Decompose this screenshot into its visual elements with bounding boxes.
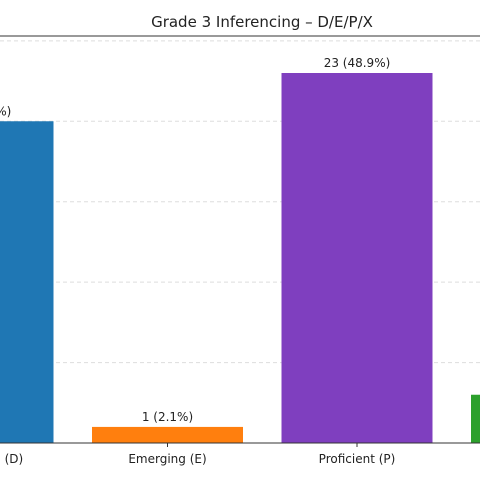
data-label: 20 (42.6%) [0,104,11,118]
x-tick-label: Developing (D) [0,452,23,466]
bar [281,73,433,443]
x-ticks: Developing (D) Emerging (E) Proficient (P)… [0,443,396,466]
data-label: 1 (2.1%) [142,410,193,424]
bar [92,426,243,443]
bars [0,73,480,444]
data-label: 23 (48.9%) [324,56,391,70]
bar [471,394,480,443]
chart-title: Grade 3 Inferencing – D/E/P/X [151,13,373,31]
x-tick-label: Proficient (P) [319,452,396,466]
x-tick-label: Emerging (E) [128,452,206,466]
bar [0,121,54,444]
data-labels: 20 (42.6%)1 (2.1%)23 (48.9%)3 (6.4%) [0,56,391,424]
